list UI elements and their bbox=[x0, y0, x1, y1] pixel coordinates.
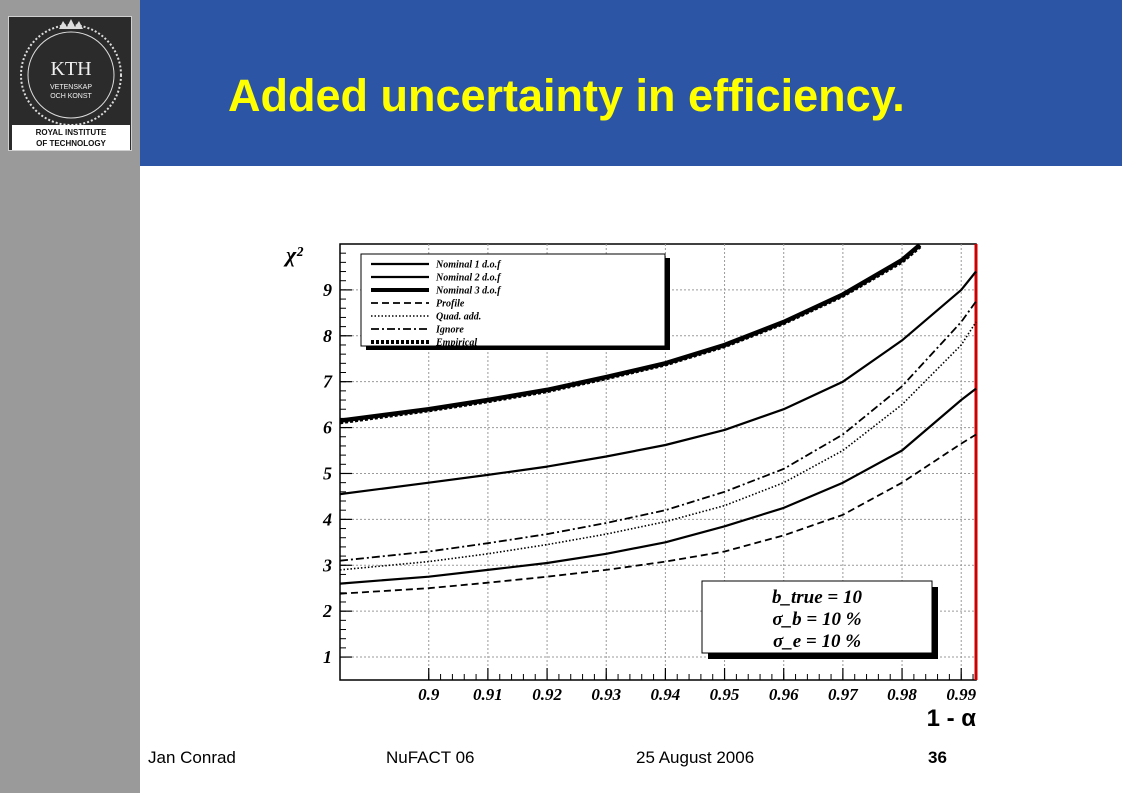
slide-header bbox=[140, 0, 1122, 166]
legend-label: Nominal 3 d.o.f bbox=[435, 286, 502, 297]
parameter-annotation: b_true = 10 σ_b = 10 % σ_e = 10 % bbox=[701, 580, 938, 659]
y-axis-label: χ² bbox=[283, 242, 303, 267]
legend-label: Nominal 1 d.o.f bbox=[435, 260, 502, 271]
x-axis-label: 1 - α bbox=[927, 705, 977, 732]
x-tick-label: 0.91 bbox=[473, 685, 503, 704]
x-tick-label: 0.93 bbox=[591, 685, 621, 704]
slide-title: Added uncertainty in efficiency. bbox=[228, 70, 905, 121]
y-tick-label: 7 bbox=[323, 372, 333, 392]
footer-page-number: 36 bbox=[928, 748, 947, 767]
series-layer bbox=[339, 243, 977, 595]
x-tick-label: 0.9 bbox=[418, 685, 440, 704]
x-tick-label: 0.98 bbox=[887, 685, 917, 704]
legend-label: Ignore bbox=[435, 325, 464, 336]
x-tick-label: 0.99 bbox=[946, 685, 976, 704]
legend-entries: Nominal 1 d.o.f Nominal 2 d.o.f Nominal 3 … bbox=[371, 260, 502, 349]
footer-date: 25 August 2006 bbox=[636, 748, 755, 767]
annotation-box bbox=[701, 580, 933, 654]
legend-label: Quad. add. bbox=[436, 312, 481, 323]
legend-box bbox=[360, 253, 666, 347]
kth-logo: KTH VETENSKAP OCH KONST ROYAL INSTITUTE … bbox=[8, 16, 132, 151]
plot-axes: 0.9 0.91 0.92 0.93 0.94 0.95 0.96 0.97 0.98 0.99 1… bbox=[322, 243, 977, 704]
footer-event: NuFACT 06 bbox=[386, 748, 475, 767]
x-tick-label: 0.96 bbox=[769, 685, 799, 704]
y-tick-label: 2 bbox=[322, 601, 332, 621]
series-line bbox=[339, 244, 922, 425]
legend-label: Empirical bbox=[435, 338, 477, 349]
y-tick-label: 8 bbox=[323, 326, 332, 346]
footer-author: Jan Conrad bbox=[148, 748, 236, 767]
kth-logo-art: KTH VETENSKAP OCH KONST ROYAL INSTITUTE … bbox=[12, 19, 130, 150]
y-tick-label: 9 bbox=[323, 280, 332, 300]
x-tick-label: 0.92 bbox=[532, 685, 562, 704]
annotation-line-sigma-e: σ_e = 10 % bbox=[773, 631, 861, 652]
logo-institute-line1: ROYAL INSTITUTE bbox=[36, 128, 107, 137]
logo-brand: KTH bbox=[50, 58, 91, 80]
logo-motto-line1: VETENSKAP bbox=[50, 84, 92, 91]
logo-institute-line2: OF TECHNOLOGY bbox=[36, 139, 106, 148]
series-line bbox=[339, 433, 977, 595]
series-line bbox=[339, 270, 977, 496]
y-tick-label: 1 bbox=[323, 647, 332, 667]
logo-ring-inner bbox=[27, 31, 115, 119]
series-line bbox=[339, 300, 977, 562]
crown-icon bbox=[59, 19, 83, 29]
x-tick-label: 0.95 bbox=[710, 685, 740, 704]
y-tick-label: 3 bbox=[322, 555, 332, 575]
logo-motto-line2: OCH KONST bbox=[50, 93, 92, 100]
y-tick-label: 4 bbox=[322, 509, 332, 529]
y-tick-label: 6 bbox=[323, 418, 332, 438]
series-line bbox=[339, 321, 977, 571]
legend-label: Profile bbox=[436, 299, 465, 310]
logo-ring-outer bbox=[20, 24, 122, 126]
annotation-line-btrue: b_true = 10 bbox=[772, 587, 862, 608]
y-tick-label: 5 bbox=[323, 463, 332, 483]
logo-institute-panel bbox=[12, 125, 130, 150]
legend: Nominal 1 d.o.f Nominal 2 d.o.f Nominal 3 … bbox=[360, 253, 670, 350]
annotation-line-sigma-b: σ_b = 10 % bbox=[772, 609, 861, 630]
x-tick-label: 0.97 bbox=[828, 685, 859, 704]
series-line bbox=[339, 387, 977, 585]
legend-label: Nominal 2 d.o.f bbox=[435, 273, 502, 284]
x-tick-label: 0.94 bbox=[651, 685, 681, 704]
